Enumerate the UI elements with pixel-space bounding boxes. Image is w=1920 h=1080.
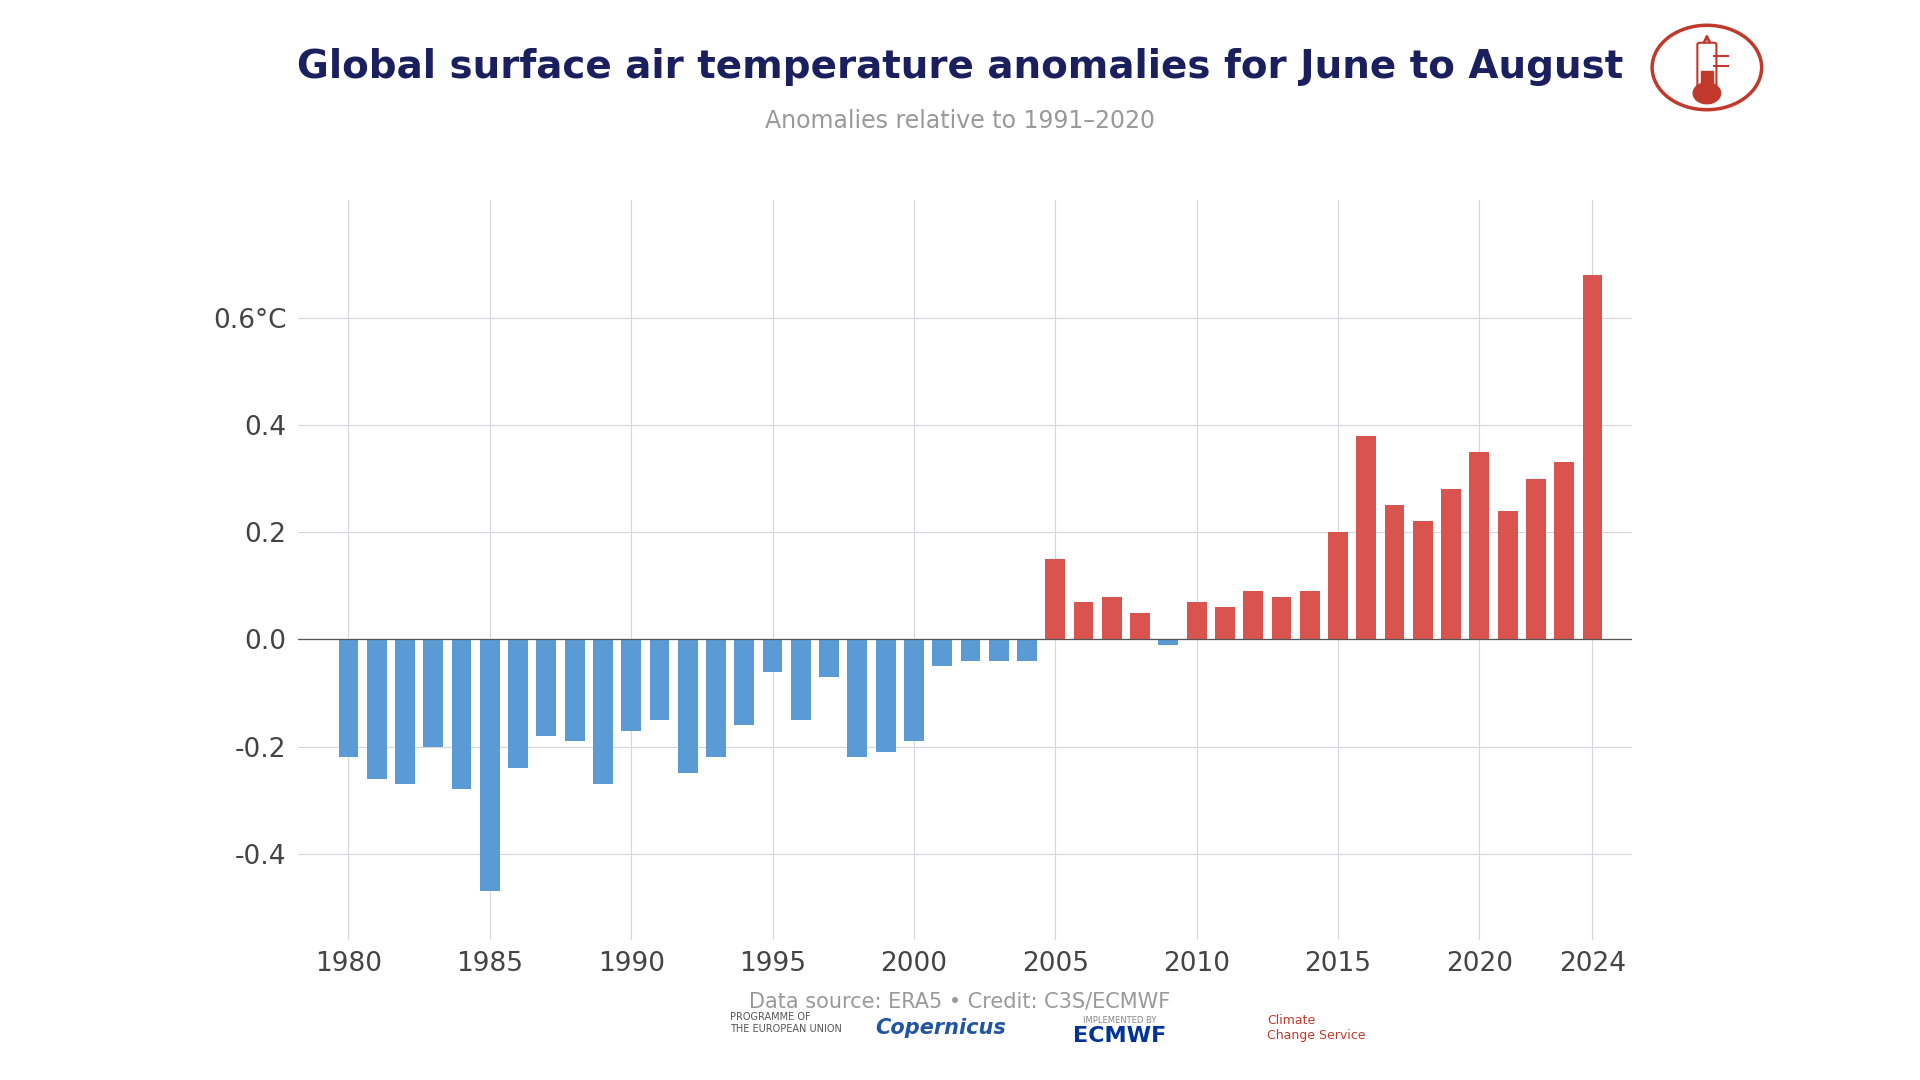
Bar [509,639,528,768]
Bar [904,639,924,741]
Bar [1498,511,1517,639]
Bar [1300,591,1319,639]
Bar [960,639,981,661]
Bar [1582,274,1603,639]
Bar [1073,602,1092,639]
Bar [1271,596,1292,639]
Text: Global surface air temperature anomalies for June to August: Global surface air temperature anomalies… [298,48,1622,86]
Bar [933,639,952,666]
Text: Anomalies relative to 1991–2020: Anomalies relative to 1991–2020 [764,109,1156,133]
Bar [1555,462,1574,639]
Bar [1131,612,1150,639]
Text: IMPLEMENTED BY: IMPLEMENTED BY [1083,1016,1156,1036]
Bar [1413,522,1432,639]
Text: Copernicus: Copernicus [876,1018,1006,1038]
Bar [876,639,895,752]
Bar [1158,639,1179,645]
Bar [847,639,868,757]
Bar [1526,478,1546,639]
Bar [480,639,499,891]
Bar [1102,596,1121,639]
Bar [678,639,697,773]
Bar [1384,505,1404,639]
Bar [791,639,810,719]
Bar [622,639,641,730]
Bar [733,639,755,725]
Bar [1442,489,1461,639]
Bar [424,639,444,746]
Bar [1215,607,1235,639]
Bar [1469,451,1490,639]
Text: Climate
Change Service: Climate Change Service [1267,1014,1365,1042]
Bar [338,639,359,757]
Bar [564,639,584,741]
Bar [707,639,726,757]
Bar [1244,591,1263,639]
Bar [820,639,839,677]
Bar [367,639,386,779]
Bar [989,639,1008,661]
Text: PROGRAMME OF
THE EUROPEAN UNION: PROGRAMME OF THE EUROPEAN UNION [730,1012,841,1034]
Circle shape [1693,83,1720,104]
Bar [1044,559,1066,639]
Bar [1701,71,1713,93]
Bar [1329,532,1348,639]
Bar [762,639,783,672]
Bar [1356,435,1377,639]
Bar [451,639,472,789]
Bar [649,639,670,719]
Bar [1018,639,1037,661]
Text: Data source: ERA5 • Credit: C3S/ECMWF: Data source: ERA5 • Credit: C3S/ECMWF [749,991,1171,1011]
Bar [536,639,557,735]
Text: ECMWF: ECMWF [1073,1026,1165,1045]
Bar [396,639,415,784]
Bar [1187,602,1206,639]
Bar [593,639,612,784]
